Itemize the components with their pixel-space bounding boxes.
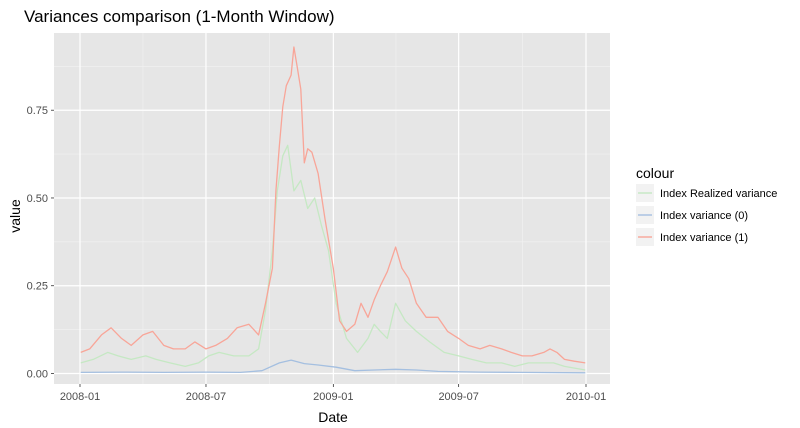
x-tick-label: 2009-07	[438, 391, 478, 403]
x-tick-label: 2009-01	[313, 391, 353, 403]
y-tick-label: 0.00	[27, 368, 48, 380]
y-tick-label: 0.50	[27, 193, 48, 205]
series-line-1	[80, 359, 586, 374]
grid-major	[54, 33, 610, 384]
y-axis: 0.00 0.25 0.50 0.75	[27, 105, 54, 380]
y-tick-label: 0.25	[27, 281, 48, 293]
legend: colour Index Realized variance Index vari…	[636, 165, 777, 246]
series-layer	[80, 46, 586, 374]
x-axis: 2008-01 2008-07 2009-01 2009-07 2010-01	[60, 384, 606, 403]
y-tick-label: 0.75	[27, 105, 48, 117]
chart-title: Variances comparison (1-Month Window)	[24, 7, 335, 26]
series-line-0	[80, 144, 586, 371]
y-axis-title: value	[7, 199, 23, 233]
grid-minor	[54, 33, 610, 384]
legend-label-1: Index variance (0)	[660, 210, 748, 222]
legend-title: colour	[636, 165, 674, 181]
series-line-2	[80, 46, 586, 364]
plot-panel	[54, 33, 610, 384]
x-tick-label: 2010-01	[566, 391, 606, 403]
legend-label-0: Index Realized variance	[660, 188, 777, 200]
legend-label-2: Index variance (1)	[660, 232, 748, 244]
x-tick-label: 2008-07	[186, 391, 226, 403]
x-tick-label: 2008-01	[60, 391, 100, 403]
x-axis-title: Date	[318, 409, 348, 425]
